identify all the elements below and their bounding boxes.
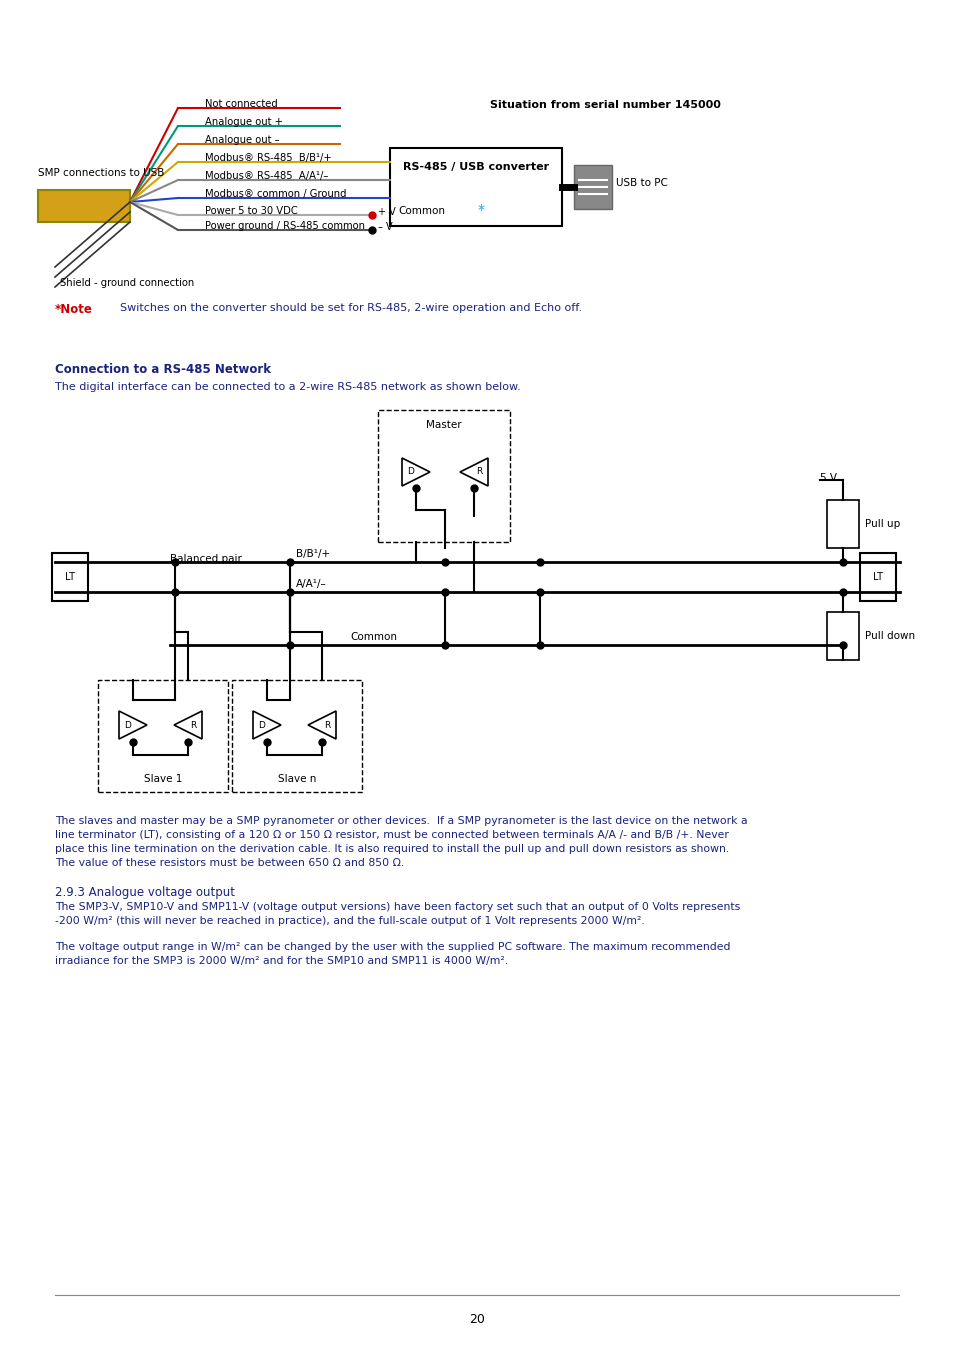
Text: Switches on the converter should be set for RS-485, 2-wire operation and Echo of: Switches on the converter should be set … [120,302,581,313]
Text: R: R [476,467,482,477]
Text: The digital interface can be connected to a 2-wire RS-485 network as shown below: The digital interface can be connected t… [55,382,520,391]
Text: irradiance for the SMP3 is 2000 W/m² and for the SMP10 and SMP11 is 4000 W/m².: irradiance for the SMP3 is 2000 W/m² and… [55,956,508,967]
Text: USB to PC: USB to PC [616,178,667,188]
Text: -200 W/m² (this will never be reached in practice), and the full-scale output of: -200 W/m² (this will never be reached in… [55,917,644,926]
Text: 20: 20 [469,1314,484,1326]
Text: Situation from serial number 145000: Situation from serial number 145000 [490,100,720,109]
Text: LT: LT [872,572,882,582]
Text: D: D [407,467,414,477]
Text: Balanced pair: Balanced pair [170,554,242,564]
Text: Common: Common [350,632,396,643]
Text: Pull down: Pull down [864,630,914,641]
Text: Shield - ground connection: Shield - ground connection [60,278,194,288]
Text: B/B¹/+: B/B¹/+ [295,549,330,559]
Text: place this line termination on the derivation cable. It is also required to inst: place this line termination on the deriv… [55,844,728,855]
Text: The value of these resistors must be between 650 Ω and 850 Ω.: The value of these resistors must be bet… [55,859,404,868]
Text: Pull up: Pull up [864,518,900,529]
Text: The slaves and master may be a SMP pyranometer or other devices.  If a SMP pyran: The slaves and master may be a SMP pyran… [55,815,747,826]
Text: 5 V: 5 V [820,472,836,483]
Bar [826,612,858,660]
Text: The voltage output range in W/m² can be changed by the user with the supplied PC: The voltage output range in W/m² can be … [55,942,730,952]
Text: SMP connections to USB: SMP connections to USB [38,167,164,178]
Text: Connection to a RS-485 Network: Connection to a RS-485 Network [55,363,271,377]
Bar [98,680,228,792]
Text: R: R [324,721,331,729]
Text: Common: Common [397,207,444,216]
Text: *: * [477,202,484,217]
Text: The SMP3-V, SMP10-V and SMP11-V (voltage output versions) have been factory set : The SMP3-V, SMP10-V and SMP11-V (voltage… [55,902,740,913]
Text: D: D [124,721,131,729]
Text: Not connected: Not connected [205,99,277,109]
Text: Modbus® RS-485  B/B¹/+: Modbus® RS-485 B/B¹/+ [205,153,332,163]
Bar [232,680,361,792]
Text: – V: – V [377,221,393,232]
Text: 2.9.3 Analogue voltage output: 2.9.3 Analogue voltage output [55,886,234,899]
Text: Slave n: Slave n [277,774,315,784]
Text: RS-485 / USB converter: RS-485 / USB converter [402,162,549,171]
Text: Modbus® RS-485  A/A¹/–: Modbus® RS-485 A/A¹/– [205,171,328,181]
Text: Analogue out –: Analogue out – [205,135,279,144]
Bar [390,148,561,225]
Bar [52,554,88,601]
Text: Slave 1: Slave 1 [144,774,182,784]
Text: LT: LT [65,572,75,582]
Bar [574,165,612,209]
Text: Analogue out +: Analogue out + [205,117,283,127]
Text: A/A¹/–: A/A¹/– [295,579,327,589]
Bar [859,554,895,601]
Bar [377,410,510,541]
Bar [38,190,130,221]
Text: *Note: *Note [55,302,92,316]
Text: Power ground / RS-485 common: Power ground / RS-485 common [205,221,365,231]
Text: Master: Master [426,420,461,431]
Text: + V: + V [377,207,395,217]
Text: R: R [191,721,196,729]
Text: line terminator (LT), consisting of a 120 Ω or 150 Ω resistor, must be connected: line terminator (LT), consisting of a 12… [55,830,728,840]
Text: D: D [257,721,265,729]
Bar [826,500,858,548]
Text: Power 5 to 30 VDC: Power 5 to 30 VDC [205,207,297,216]
Text: Modbus® common / Ground: Modbus® common / Ground [205,189,346,198]
